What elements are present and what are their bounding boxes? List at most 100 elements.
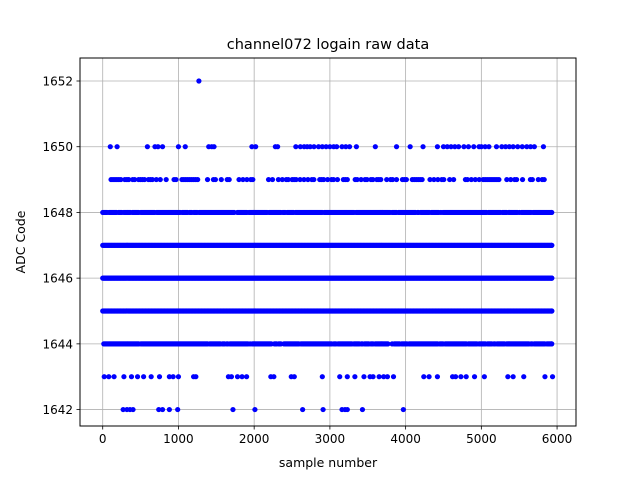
data-point: [519, 176, 526, 183]
y-tick-label: 1652: [42, 75, 73, 89]
data-point: [524, 144, 530, 150]
data-point: [540, 144, 547, 150]
data-point: [451, 176, 457, 183]
x-axis-ticks: 0 1000 2000 3000 4000 5000 6000: [99, 426, 572, 446]
data-point: [352, 374, 358, 380]
data-point: [163, 176, 169, 183]
data-point: [505, 374, 511, 380]
data-point: [482, 144, 488, 150]
data-point: [385, 341, 391, 347]
data-point: [155, 144, 161, 150]
data-point: [549, 374, 556, 380]
data-point: [427, 176, 433, 183]
data-point: [166, 406, 172, 413]
data-point: [471, 374, 478, 380]
data-point: [301, 176, 307, 183]
data-point: [448, 144, 454, 150]
y-axis-ticks: 1642 1644 1646 1648 1650 1652: [42, 75, 80, 417]
data-point: [529, 176, 535, 183]
x-tick-label: 2000: [239, 432, 270, 446]
data-point: [196, 78, 202, 84]
data-point: [128, 374, 135, 380]
data-point: [141, 176, 148, 183]
chart-title: channel072 logain raw data: [227, 37, 429, 53]
data-point: [431, 176, 437, 183]
data-point: [293, 176, 299, 183]
data-point: [311, 176, 317, 183]
data-point: [493, 144, 500, 150]
data-point: [325, 176, 331, 183]
data-point: [514, 176, 520, 183]
data-point: [370, 374, 376, 380]
data-point: [228, 374, 235, 380]
data-point: [159, 406, 166, 413]
data-point: [461, 144, 467, 150]
data-point: [370, 176, 376, 183]
data-point: [212, 176, 218, 183]
data-point: [114, 144, 120, 150]
data-point: [372, 144, 378, 150]
data-point: [157, 176, 163, 183]
data-point: [144, 144, 150, 150]
data-point: [265, 176, 272, 183]
data-point: [175, 144, 182, 150]
data-point: [195, 176, 201, 183]
data-point: [175, 374, 182, 380]
data-point: [101, 374, 107, 380]
data-point: [419, 176, 425, 183]
data-point: [330, 176, 337, 183]
data-point: [182, 144, 188, 150]
data-point: [311, 144, 317, 150]
data-point: [359, 406, 366, 413]
data-point: [175, 406, 181, 413]
data-point: [249, 144, 255, 150]
data-point: [549, 341, 555, 347]
data-point: [226, 176, 232, 183]
data-point: [458, 374, 464, 380]
data-point: [170, 374, 176, 380]
data-point: [204, 176, 211, 183]
data-point: [531, 144, 537, 150]
data-point: [126, 176, 132, 183]
data-point: [297, 144, 303, 150]
data-point: [321, 176, 327, 183]
data-point: [549, 308, 555, 314]
data-point: [156, 406, 162, 413]
data-point: [435, 176, 441, 183]
data-point: [468, 176, 474, 183]
data-point: [506, 144, 512, 150]
data-point: [319, 144, 325, 150]
data-points: [100, 78, 556, 413]
data-point: [389, 176, 396, 183]
data-point: [354, 176, 360, 183]
data-point: [293, 144, 299, 150]
y-tick-label: 1648: [42, 206, 73, 220]
data-point: [130, 406, 136, 413]
data-point: [434, 144, 441, 150]
data-point: [134, 374, 141, 380]
data-point: [275, 144, 281, 150]
x-tick-label: 3000: [315, 432, 346, 446]
data-point: [353, 144, 359, 150]
data-point: [339, 144, 345, 150]
x-tick-label: 1000: [163, 432, 194, 446]
data-point: [515, 144, 521, 150]
data-point: [240, 176, 246, 183]
data-point: [361, 374, 367, 380]
data-point: [315, 144, 322, 150]
data-point: [496, 176, 502, 183]
data-point: [111, 374, 117, 380]
data-point: [271, 374, 277, 380]
data-point: [327, 144, 333, 150]
data-point: [510, 144, 516, 150]
data-point: [141, 374, 147, 380]
data-point: [337, 374, 343, 380]
x-axis-label: sample number: [279, 455, 378, 470]
data-point: [381, 374, 387, 380]
data-point: [400, 406, 406, 413]
data-point: [384, 176, 390, 183]
data-point: [364, 176, 370, 183]
data-point: [319, 374, 325, 380]
data-point: [250, 176, 256, 183]
